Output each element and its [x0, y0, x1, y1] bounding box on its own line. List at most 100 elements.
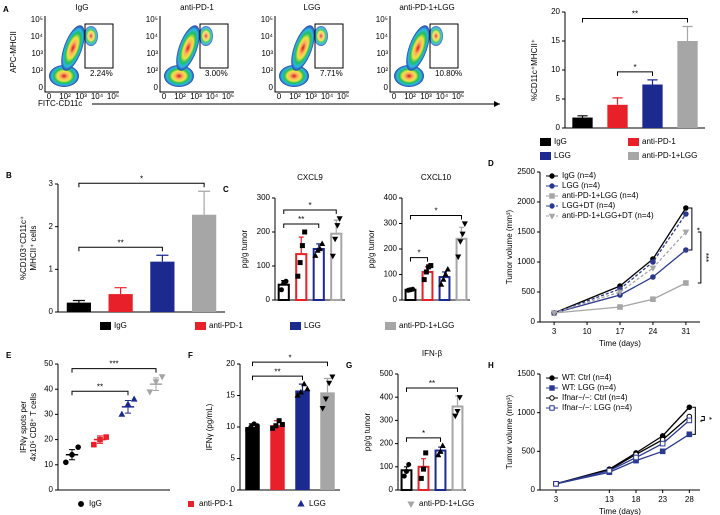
legend-label: LGG+DT (n=4)	[562, 201, 616, 210]
data-point	[659, 448, 666, 455]
x-tick-label: 28	[685, 495, 694, 504]
significance-label: **	[632, 10, 638, 19]
plot-axes	[44, 16, 119, 93]
significance-bracket	[71, 390, 129, 396]
significance-bracket	[283, 223, 320, 228]
y-tick-label: 0	[39, 83, 44, 92]
data-point	[455, 254, 462, 261]
gate	[199, 23, 229, 69]
y-tick-label: 10³	[376, 49, 388, 58]
bar	[295, 390, 310, 490]
x-tick-label: 0	[392, 92, 397, 101]
legend-swatch	[195, 322, 206, 330]
significance-bracket	[688, 207, 693, 251]
arrow-head	[494, 101, 500, 107]
bar	[320, 392, 335, 490]
significance-label: **	[429, 379, 435, 388]
x-tick-label: 23	[658, 495, 667, 504]
y-tick-label: 1500	[517, 369, 535, 378]
data-point	[299, 243, 305, 249]
significance-label: **	[274, 367, 280, 376]
legend-label: anti-PD-1+LGG	[642, 151, 697, 160]
legend-label: IgG	[89, 499, 102, 508]
y-tick-label: 1500	[517, 227, 535, 236]
y-tick-label: 0	[531, 317, 536, 326]
panel-letter: H	[488, 361, 494, 370]
legend-swatch	[407, 501, 415, 509]
legend-swatch	[549, 203, 555, 209]
x-tick-label: 13	[605, 495, 614, 504]
error-bar	[114, 287, 127, 295]
data-point	[550, 310, 558, 317]
legend-label: Ifnar−/−: Ctrl (n=4)	[562, 393, 628, 402]
y-tick-label: 10²	[261, 66, 273, 75]
bar	[270, 425, 285, 490]
significance-label: *	[417, 249, 420, 258]
x-tick-label: 10⁴	[91, 92, 104, 101]
y-tick-label: 100	[380, 462, 394, 471]
data-point	[404, 468, 409, 474]
y-axis-label: pg/g tumor	[367, 230, 376, 269]
y-axis-label: pg/g tumor	[240, 230, 249, 269]
y-tick-label: 10⁵	[146, 15, 158, 24]
y-tick-label: 300	[384, 219, 398, 228]
y-tick-label: 15	[226, 391, 235, 400]
data-point	[336, 216, 343, 222]
data-point	[682, 229, 690, 236]
legend-swatch	[385, 322, 396, 330]
legend-swatch	[549, 375, 555, 381]
y-tick-label: 0	[266, 295, 271, 304]
data-point	[617, 304, 623, 310]
x-tick-label: 10	[583, 327, 592, 336]
y-tick-label: 0	[556, 123, 561, 132]
chart-title: IFN-β	[422, 349, 443, 358]
data-point	[456, 395, 463, 401]
series-line	[555, 419, 690, 485]
data-point	[278, 287, 284, 293]
significance-bracket	[283, 209, 337, 214]
y-tick-label: 0	[384, 83, 389, 92]
x-tick-label: 10³	[190, 92, 202, 101]
data-point	[146, 389, 154, 396]
data-point	[332, 236, 339, 243]
legend-label: anti-PD-1	[199, 499, 233, 508]
y-tick-label: 10	[226, 422, 235, 431]
data-point	[69, 451, 75, 458]
y-tick-label: 200	[257, 227, 271, 236]
legend-swatch	[549, 405, 555, 411]
density-blob	[61, 25, 85, 71]
y-tick-label: 10⁵	[261, 15, 273, 24]
y-tick-label: 3	[49, 179, 54, 188]
gate	[84, 23, 114, 69]
x-tick-label: 18	[632, 495, 641, 504]
panel-letter: C	[223, 185, 229, 194]
series-line	[553, 207, 687, 314]
y-tick-label: 10⁴	[146, 32, 159, 41]
significance-bracket	[582, 18, 688, 23]
plot-axes	[389, 16, 464, 93]
data-point	[322, 396, 329, 403]
y-tick-label: 2500	[517, 167, 535, 176]
legend-swatch	[549, 193, 555, 199]
y-axis-label: IFNγ (pg/mL)	[205, 403, 214, 450]
x-tick-label: 10³	[75, 92, 87, 101]
density-blob	[49, 65, 79, 87]
x-tick-label: 10²	[289, 92, 301, 101]
data-point	[297, 388, 304, 395]
bar	[607, 104, 628, 128]
error-bar	[612, 97, 623, 105]
y-tick-label: 500	[380, 369, 394, 378]
data-point	[683, 280, 689, 286]
y-tick-label: 2	[49, 222, 54, 231]
data-point	[438, 281, 445, 287]
legend-label: anti-PD-1+LGG	[419, 499, 474, 508]
data-point	[245, 427, 251, 433]
legend-label: anti-PD-1+LGG+DT (n=4)	[562, 211, 654, 220]
legend-label: WT: LGG (n=4)	[562, 383, 616, 392]
y-tick-label: 0	[49, 485, 54, 494]
significance-bracket	[410, 215, 462, 220]
panel-letter: A	[3, 5, 9, 14]
x-axis-label: Time (days)	[599, 339, 641, 348]
x-tick-label: 31	[681, 327, 690, 336]
